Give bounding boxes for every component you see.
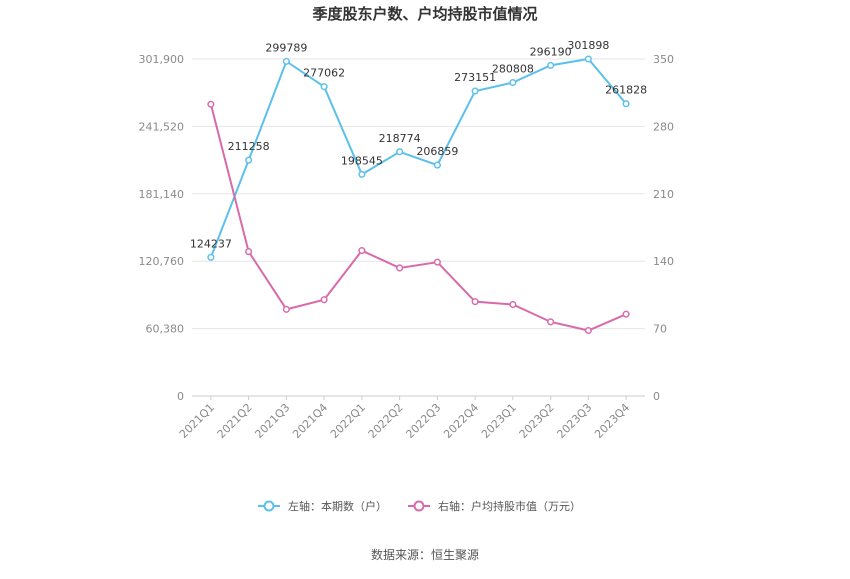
left-tick-label: 60,380 <box>146 323 185 336</box>
data-label: 198545 <box>341 154 383 167</box>
point-right[interactable] <box>433 258 441 266</box>
point-right[interactable] <box>584 326 592 335</box>
point-left[interactable] <box>245 156 253 164</box>
right-axis: 0 70 140 210 280 350 <box>653 53 674 403</box>
grid-lines <box>192 58 645 397</box>
legend[interactable]: 左轴：本期数（户） 右轴：户均持股市值（万元） <box>258 499 581 513</box>
legend-label-right: 右轴：户均持股市值（万元） <box>438 499 581 513</box>
data-labels: 124237 211258 299789 277062 198545 2187742068… <box>190 39 647 250</box>
data-label: 211258 <box>228 140 270 153</box>
legend-label-left: 左轴：本期数（户） <box>288 499 387 513</box>
point-left[interactable] <box>358 170 366 178</box>
point-right[interactable] <box>245 248 253 256</box>
x-tick-label: 2022Q1 <box>328 401 368 441</box>
left-axis: 0 60,380 120,760 181,140 241,520 301,900 <box>139 53 185 403</box>
point-left[interactable] <box>396 148 404 156</box>
right-tick-label: 210 <box>653 188 674 201</box>
point-right[interactable] <box>396 264 404 272</box>
data-label: 280808 <box>492 63 534 76</box>
data-label: 277062 <box>303 67 345 80</box>
x-tick-label: 2022Q3 <box>403 401 443 441</box>
data-label: 299789 <box>265 41 307 54</box>
x-tick-label: 2023Q3 <box>554 401 594 441</box>
left-tick-label: 120,760 <box>139 255 185 268</box>
x-tick-label: 2021Q3 <box>252 401 292 441</box>
left-tick-label: 301,900 <box>139 53 185 66</box>
point-right[interactable] <box>282 305 290 313</box>
point-right[interactable] <box>358 247 366 255</box>
x-tick-label: 2021Q1 <box>177 401 217 441</box>
point-left[interactable] <box>207 253 215 261</box>
chart-title: 季度股东户数、户均持股市值情况 <box>312 5 537 23</box>
point-right[interactable] <box>471 298 479 306</box>
x-tick-label: 2022Q4 <box>441 401 481 441</box>
right-tick-label: 350 <box>653 53 674 66</box>
data-label: 124237 <box>190 237 232 250</box>
x-tick-label: 2023Q4 <box>592 401 632 441</box>
legend-item-right-series[interactable]: 右轴：户均持股市值（万元） <box>408 499 581 513</box>
right-tick-label: 0 <box>653 390 660 403</box>
point-right[interactable] <box>320 296 328 304</box>
right-tick-label: 140 <box>653 255 674 268</box>
x-tick-label: 2023Q1 <box>479 401 519 441</box>
source-text: 数据来源：恒生聚源 <box>371 547 479 562</box>
left-tick-label: 241,520 <box>139 120 185 133</box>
right-tick-label: 70 <box>653 323 667 336</box>
legend-marker-left <box>263 500 275 512</box>
data-label: 206859 <box>416 145 458 158</box>
x-tick-label: 2023Q2 <box>517 401 557 441</box>
data-label: 261828 <box>605 84 647 97</box>
series-line-right <box>209 104 627 332</box>
series-line-left <box>209 57 627 258</box>
data-label: 301898 <box>567 39 609 52</box>
point-left[interactable] <box>282 57 290 65</box>
left-tick-label: 181,140 <box>139 188 185 201</box>
left-tick-label: 0 <box>177 390 184 403</box>
point-left[interactable] <box>509 78 517 87</box>
point-left[interactable] <box>320 83 328 91</box>
point-right[interactable] <box>509 300 517 309</box>
legend-marker-right <box>413 500 425 512</box>
point-left[interactable] <box>622 100 630 108</box>
x-axis: 2021Q12021Q22021Q32021Q42022Q12022Q22022… <box>177 396 632 441</box>
point-right[interactable] <box>622 310 630 318</box>
series-layer <box>207 55 630 335</box>
x-tick-label: 2021Q2 <box>215 401 255 441</box>
data-label: 296190 <box>530 45 572 58</box>
point-right[interactable] <box>547 318 555 326</box>
data-label: 218774 <box>379 132 421 145</box>
data-label: 273151 <box>454 71 496 84</box>
x-tick-label: 2022Q2 <box>366 401 406 441</box>
x-tick-label: 2021Q4 <box>290 401 330 441</box>
point-left[interactable] <box>433 161 441 169</box>
point-left[interactable] <box>471 87 479 95</box>
right-tick-label: 280 <box>653 120 674 133</box>
point-left[interactable] <box>584 55 592 63</box>
point-left[interactable] <box>547 61 555 69</box>
legend-item-left-series[interactable]: 左轴：本期数（户） <box>258 499 387 513</box>
point-right[interactable] <box>207 100 215 108</box>
